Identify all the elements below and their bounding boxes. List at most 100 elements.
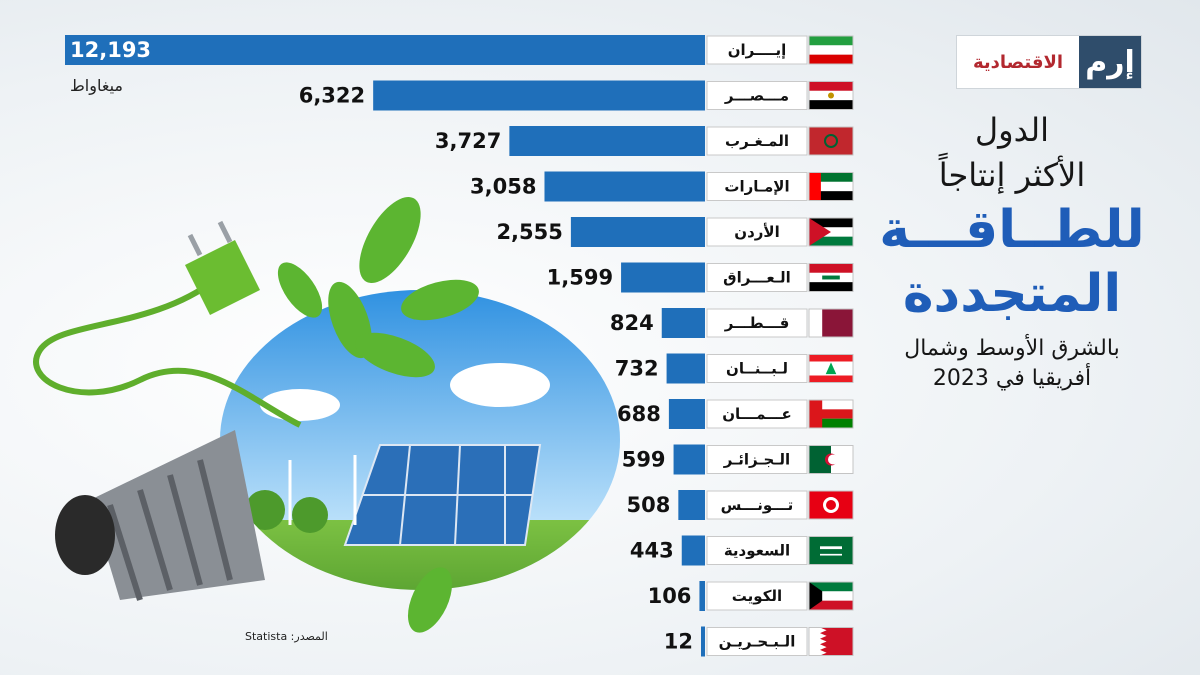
- bar: [621, 262, 705, 293]
- bulb-base: [55, 430, 265, 601]
- country-label-box: [706, 490, 808, 520]
- bar: [701, 626, 705, 657]
- country-label-box: [706, 81, 808, 110]
- bar-row: عـــمـــان 688: [617, 399, 854, 429]
- bar: [373, 80, 705, 111]
- iraq-flag-icon: [808, 263, 854, 292]
- oman-flag-icon: [808, 399, 854, 429]
- country-label-box: [706, 627, 808, 656]
- brand-name: الاقتصادية: [972, 51, 1064, 73]
- bahrain-flag-icon: [808, 627, 854, 656]
- bar: [666, 353, 705, 384]
- value-label: 12: [664, 630, 693, 654]
- bar: [681, 535, 705, 566]
- value-label: 732: [615, 357, 659, 381]
- bar-row: الـبـحـريـن 12: [664, 626, 854, 657]
- bar: [509, 126, 705, 156]
- title-line-1: الدول: [974, 111, 1050, 149]
- bar: [65, 35, 705, 65]
- lebanon-flag-icon: [808, 354, 854, 383]
- country-label: الكويت: [732, 587, 782, 605]
- bar: [544, 171, 705, 202]
- tunisia-flag-icon: [808, 490, 854, 520]
- country-label-box: [706, 172, 808, 201]
- bar: [570, 217, 705, 247]
- country-label: الـبـحـريـن: [719, 633, 796, 651]
- subtitle-line-1: بالشرق الأوسط وشمال: [904, 336, 1120, 361]
- bar-row: الأردن 2,555: [496, 217, 854, 247]
- country-label: قـــطـــر: [724, 314, 790, 332]
- uae-flag-icon: [808, 172, 854, 201]
- country-label: لـبــنــان: [726, 360, 788, 378]
- bar: [699, 581, 705, 611]
- title-line-2: الأكثر إنتاجاً: [938, 156, 1086, 194]
- country-label: الـجـزائـر: [723, 451, 790, 469]
- country-label: عـــمـــان: [722, 405, 792, 423]
- value-label: 3,727: [435, 129, 501, 153]
- bar-row: تـــونـــس 508: [626, 490, 854, 520]
- source-label: Statista :المصدر: [245, 630, 328, 643]
- algeria-flag-icon: [808, 445, 854, 474]
- bar-chart: إيــــران 12,193 مـــصـــر 6,322 المـغـرب 3,7…: [65, 35, 854, 657]
- country-label-box: [706, 399, 808, 429]
- bar-row: مـــصـــر 6,322: [299, 80, 854, 111]
- country-label: السعودية: [724, 542, 790, 560]
- bar: [678, 490, 705, 520]
- country-label: المـغـرب: [725, 132, 789, 150]
- brand-mark: إرم: [1079, 36, 1141, 88]
- plug-and-cable: [33, 220, 302, 428]
- country-label-box: [706, 581, 808, 611]
- title-block: الدول الأكثر إنتاجاً للطــاقـــة المتجدد…: [862, 108, 1162, 394]
- kuwait-flag-icon: [808, 581, 854, 611]
- bar-row: السعودية 443: [630, 535, 854, 566]
- jordan-flag-icon: [808, 217, 854, 247]
- bar-row: الإمـارات 3,058: [470, 171, 854, 202]
- country-label: الـعـــراق: [723, 269, 791, 287]
- value-label: 688: [617, 402, 661, 426]
- value-label: 6,322: [299, 84, 365, 108]
- country-label-box: [706, 35, 808, 65]
- brand-logo: إرم الاقتصادية: [956, 35, 1142, 89]
- bar-row: الـجـزائـر 599: [622, 444, 854, 475]
- value-label: 3,058: [470, 175, 536, 199]
- country-label: الإمـارات: [724, 178, 789, 196]
- country-label: مـــصـــر: [724, 87, 789, 105]
- value-label: 1,599: [547, 266, 613, 290]
- bar-row: المـغـرب 3,727: [435, 126, 854, 156]
- country-label-box: [706, 217, 808, 247]
- country-label-box: [706, 308, 808, 338]
- title-line-3: للطــاقـــة: [879, 200, 1145, 260]
- value-label: 824: [610, 311, 654, 335]
- qatar-flag-icon: [808, 308, 854, 338]
- country-label: الأردن: [734, 223, 779, 241]
- saudi-flag-icon: [808, 536, 854, 565]
- country-label-box: [706, 445, 808, 474]
- subtitle-line-2: أفريقيا في 2023: [932, 366, 1092, 391]
- egypt-flag-icon: [808, 81, 854, 110]
- bar-row: لـبــنــان 732: [615, 353, 854, 384]
- value-label: 599: [622, 448, 666, 472]
- unit-label: ميغاواط: [70, 76, 123, 95]
- value-label: 508: [626, 493, 670, 517]
- iran-flag-icon: [808, 35, 854, 65]
- bar-row: قـــطـــر 824: [610, 308, 854, 338]
- country-label-box: [706, 126, 808, 156]
- morocco-flag-icon: [808, 126, 854, 156]
- bar: [668, 399, 705, 429]
- country-label: إيــــران: [728, 41, 787, 59]
- value-label: 106: [648, 584, 692, 608]
- lightbulb-illustration: [33, 197, 620, 633]
- bar-row: إيــــران 12,193: [65, 35, 854, 65]
- value-label: 443: [630, 539, 674, 563]
- leaves: [277, 197, 479, 633]
- value-label: 12,193: [70, 38, 151, 62]
- value-label: 2,555: [496, 220, 562, 244]
- country-label-box: [706, 263, 808, 292]
- country-label-box: [706, 536, 808, 565]
- bar: [661, 308, 705, 338]
- bar: [673, 444, 705, 475]
- title-line-4: المتجددة: [902, 264, 1122, 324]
- bar-row: الـعـــراق 1,599: [547, 262, 854, 293]
- country-label: تـــونـــس: [721, 496, 794, 514]
- bar-row: الكويت 106: [648, 581, 854, 611]
